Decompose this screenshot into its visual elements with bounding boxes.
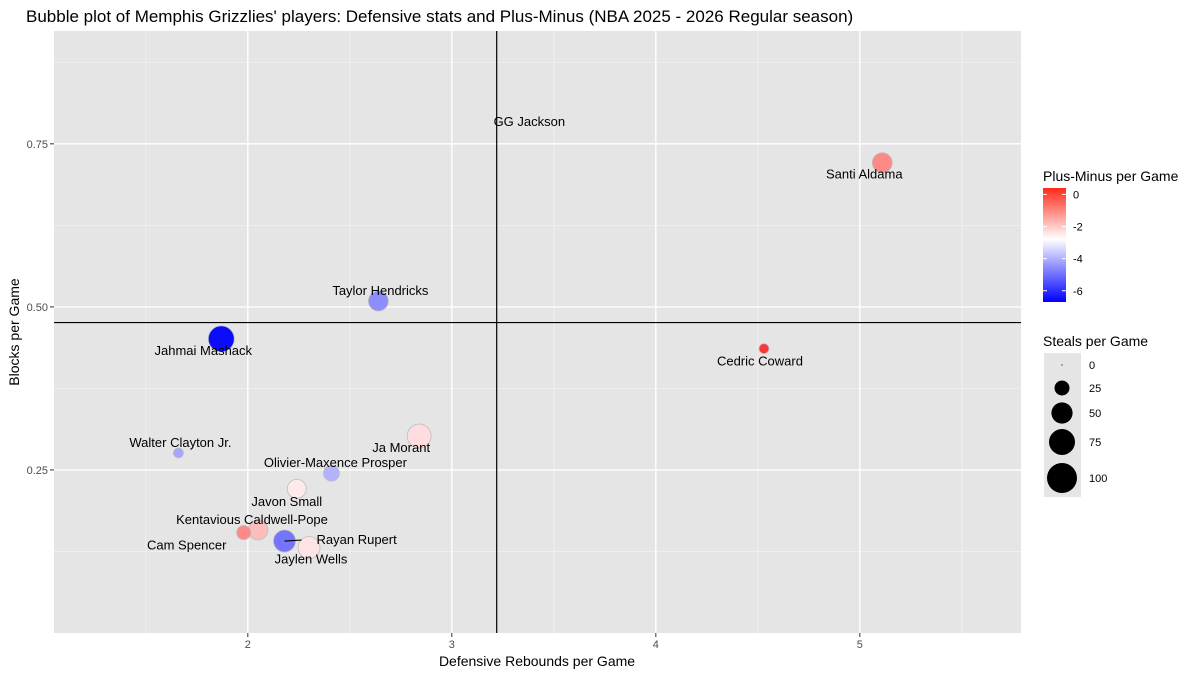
point-label: Ja Morant — [372, 440, 430, 455]
color-bar — [1043, 188, 1066, 302]
size-legend-bubble — [1051, 402, 1073, 424]
x-tick-label: 5 — [857, 639, 863, 651]
bubble-point — [173, 447, 184, 459]
color-bar-tick-label: -6 — [1073, 286, 1083, 298]
size-legend-label: 100 — [1089, 473, 1107, 485]
bubble-point — [207, 325, 235, 353]
point-label: Taylor Hendricks — [332, 283, 429, 298]
size-legend-title: Steals per Game — [1043, 333, 1148, 349]
bubble-point — [758, 343, 770, 355]
point-labels: GG Jackson Santi Aldama Taylor Hendricks Ja… — [129, 114, 903, 567]
point-label: Javon Small — [251, 494, 322, 509]
size-legend-bubble — [1061, 364, 1063, 366]
bubble-point — [871, 152, 893, 174]
size-legend-label: 25 — [1089, 383, 1101, 395]
point-label: Walter Clayton Jr. — [129, 435, 231, 450]
bubble-point — [323, 464, 340, 482]
size-legend: Steals per Game 0 25 50 75 100 — [1043, 333, 1148, 497]
point-label: Santi Aldama — [826, 167, 903, 182]
bubble-point — [406, 423, 432, 449]
color-bar-tick-label: 0 — [1073, 189, 1079, 201]
point-label: Cam Spencer — [147, 538, 227, 553]
y-tick-label: 0.25 — [27, 465, 48, 477]
chart-title: Bubble plot of Memphis Grizzlies' player… — [26, 7, 853, 26]
point-label: Rayan Rupert — [317, 532, 398, 547]
point-label: Cedric Coward — [717, 354, 803, 369]
point-label: Olivier-Maxence Prosper — [264, 455, 408, 470]
y-tick-label: 0.75 — [27, 139, 48, 151]
y-tick-label: 0.50 — [27, 302, 48, 314]
size-legend-label: 0 — [1089, 360, 1095, 372]
color-legend: Plus-Minus per Game 0 -2 -4 -6 — [1043, 168, 1179, 302]
color-bar-tick-label: -4 — [1073, 254, 1083, 266]
size-legend-label: 50 — [1089, 408, 1101, 420]
point-label: Jaylen Wells — [275, 552, 348, 567]
size-legend-bubble — [1049, 429, 1075, 455]
bubble-point — [297, 536, 321, 559]
label-connector — [284, 539, 302, 542]
point-label: Kentavious Caldwell-Pope — [176, 512, 328, 527]
size-legend-bubble — [1054, 380, 1070, 396]
bubble-point — [528, 109, 530, 111]
size-legend-bubble — [1047, 463, 1077, 493]
x-tick-label: 2 — [245, 639, 251, 651]
grid-lines — [54, 31, 1021, 633]
color-legend-title: Plus-Minus per Game — [1043, 168, 1179, 184]
color-bar-tick-label: -2 — [1073, 222, 1083, 234]
point-label: Jahmai Mashack — [155, 343, 253, 358]
x-tick-label: 4 — [653, 639, 659, 651]
bubble-point — [236, 525, 252, 540]
bubble-point — [286, 478, 307, 499]
y-axis-label: Blocks per Game — [6, 278, 22, 386]
reference-lines — [54, 31, 1021, 633]
axes: 2 3 4 5 0.25 0.50 0.75 — [27, 139, 863, 651]
point-label: GG Jackson — [494, 114, 566, 129]
bubble-point — [368, 290, 389, 312]
x-axis-label: Defensive Rebounds per Game — [439, 653, 635, 669]
size-legend-label: 75 — [1089, 437, 1101, 449]
x-tick-label: 3 — [449, 639, 455, 651]
data-points — [173, 109, 893, 559]
